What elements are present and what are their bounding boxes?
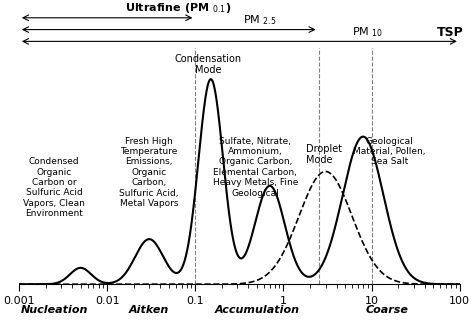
Text: Condensation
Mode: Condensation Mode: [174, 54, 242, 75]
Text: TSP: TSP: [437, 26, 464, 39]
Text: PM $_{10}$: PM $_{10}$: [352, 25, 383, 39]
Text: Condensed
Organic
Carbon or
Sulfuric Acid
Vapors, Clean
Environment: Condensed Organic Carbon or Sulfuric Aci…: [23, 157, 85, 218]
Text: Accumulation: Accumulation: [214, 306, 300, 316]
Text: Ultrafine (PM $_{0.1}$): Ultrafine (PM $_{0.1}$): [125, 1, 231, 16]
Text: Geological
Material, Pollen,
Sea Salt: Geological Material, Pollen, Sea Salt: [353, 137, 426, 166]
Text: Nucleation: Nucleation: [20, 306, 88, 316]
Text: Droplet
Mode: Droplet Mode: [306, 144, 342, 165]
Text: Sulfate, Nitrate,
Ammonium,
Organic Carbon,
Elemental Carbon,
Heavy Metals, Fine: Sulfate, Nitrate, Ammonium, Organic Carb…: [213, 137, 298, 198]
Text: Coarse: Coarse: [366, 306, 409, 316]
Text: Aitken: Aitken: [129, 306, 169, 316]
Text: Fresh High
Temperature
Emissions,
Organic
Carbon,
Sulfuric Acid,
Metal Vapors: Fresh High Temperature Emissions, Organi…: [119, 137, 179, 208]
Text: PM $_{2.5}$: PM $_{2.5}$: [243, 14, 277, 27]
